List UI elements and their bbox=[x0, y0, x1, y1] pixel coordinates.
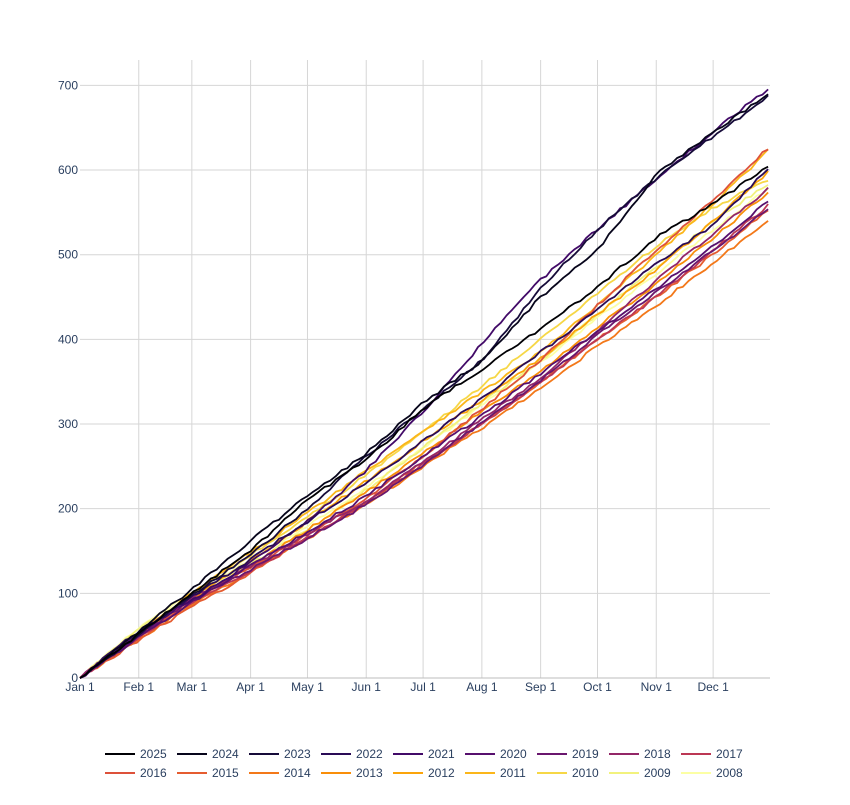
legend-label: 2018 bbox=[644, 747, 671, 761]
x-tick-label: Jan 1 bbox=[65, 680, 95, 694]
legend-label: 2025 bbox=[140, 747, 167, 761]
legend-item-2025[interactable]: 2025 bbox=[105, 747, 167, 761]
legend-label: 2010 bbox=[572, 766, 599, 780]
legend-item-2008[interactable]: 2008 bbox=[681, 766, 743, 780]
legend-label: 2009 bbox=[644, 766, 671, 780]
x-tick-label: Apr 1 bbox=[236, 680, 265, 694]
legend-item-2018[interactable]: 2018 bbox=[609, 747, 671, 761]
legend-item-2010[interactable]: 2010 bbox=[537, 766, 599, 780]
y-tick-label: 100 bbox=[58, 586, 78, 600]
legend-item-2014[interactable]: 2014 bbox=[249, 766, 311, 780]
legend-label: 2024 bbox=[212, 747, 239, 761]
x-tick-label: Nov 1 bbox=[641, 680, 673, 694]
x-tick-label: Mar 1 bbox=[176, 680, 207, 694]
legend-item-2011[interactable]: 2011 bbox=[465, 766, 526, 780]
y-tick-label: 700 bbox=[58, 78, 78, 92]
legend-item-2016[interactable]: 2016 bbox=[105, 766, 167, 780]
series-line-2018 bbox=[79, 186, 769, 679]
series-line-2024 bbox=[79, 93, 769, 679]
legend-item-2021[interactable]: 2021 bbox=[393, 747, 455, 761]
y-tick-label: 0 bbox=[71, 671, 78, 685]
y-tick-label: 500 bbox=[58, 248, 78, 262]
legend-item-2024[interactable]: 2024 bbox=[177, 747, 239, 761]
x-tick-label: Aug 1 bbox=[466, 680, 498, 694]
y-tick-label: 400 bbox=[58, 332, 78, 346]
y-tick-label: 200 bbox=[58, 502, 78, 516]
legend-item-2012[interactable]: 2012 bbox=[393, 766, 455, 780]
y-tick-labels: 0 100 200 300 400 500 600 700 bbox=[58, 78, 78, 685]
legend-label: 2020 bbox=[500, 747, 527, 761]
series-line-2011 bbox=[79, 148, 769, 679]
legend-label: 2023 bbox=[284, 747, 311, 761]
series-line-2025 bbox=[79, 165, 769, 679]
legend-item-2015[interactable]: 2015 bbox=[177, 766, 239, 780]
y-gridlines bbox=[80, 84, 770, 679]
legend-label: 2014 bbox=[284, 766, 311, 780]
legend-item-2017[interactable]: 2017 bbox=[681, 747, 743, 761]
legend-label: 2008 bbox=[716, 766, 743, 780]
x-tick-label: Jul 1 bbox=[410, 680, 436, 694]
legend-label: 2012 bbox=[428, 766, 455, 780]
x-tick-label: Oct 1 bbox=[583, 680, 612, 694]
legend-item-2009[interactable]: 2009 bbox=[609, 766, 671, 780]
x-tick-labels: Jan 1 Feb 1 Mar 1 Apr 1 May 1 Jun 1 Jul 1 Aug 1… bbox=[65, 680, 729, 694]
legend-label: 2017 bbox=[716, 747, 743, 761]
legend-item-2022[interactable]: 2022 bbox=[321, 747, 383, 761]
legend-item-2023[interactable]: 2023 bbox=[249, 747, 311, 761]
legend-label: 2013 bbox=[356, 766, 383, 780]
legend-label: 2011 bbox=[500, 766, 526, 780]
x-tick-label: May 1 bbox=[291, 680, 324, 694]
series-line-2023 bbox=[79, 94, 769, 679]
legend-item-2020[interactable]: 2020 bbox=[465, 747, 527, 761]
series-line-2021 bbox=[79, 88, 769, 679]
legend-label: 2022 bbox=[356, 747, 383, 761]
legend-item-2013[interactable]: 2013 bbox=[321, 766, 383, 780]
legend-item-2019[interactable]: 2019 bbox=[537, 747, 599, 761]
y-tick-label: 600 bbox=[58, 163, 78, 177]
legend-label: 2015 bbox=[212, 766, 239, 780]
x-gridlines bbox=[138, 60, 714, 678]
x-tick-label: Sep 1 bbox=[525, 680, 557, 694]
series-line-2017 bbox=[79, 203, 769, 679]
legend-label: 2016 bbox=[140, 766, 167, 780]
legend-label: 2021 bbox=[428, 747, 455, 761]
series-line-2014 bbox=[79, 220, 769, 679]
series-line-2020 bbox=[79, 200, 769, 679]
legend: 2025 2024 2023 2022 2021 2020 2019 2018 2017 2016… bbox=[105, 747, 743, 780]
x-tick-label: Jun 1 bbox=[352, 680, 382, 694]
x-tick-label: Dec 1 bbox=[697, 680, 729, 694]
legend-label: 2019 bbox=[572, 747, 599, 761]
series-lines bbox=[79, 88, 769, 679]
series-line-2022 bbox=[79, 168, 769, 679]
x-tick-label: Feb 1 bbox=[123, 680, 154, 694]
y-tick-label: 300 bbox=[58, 417, 78, 431]
